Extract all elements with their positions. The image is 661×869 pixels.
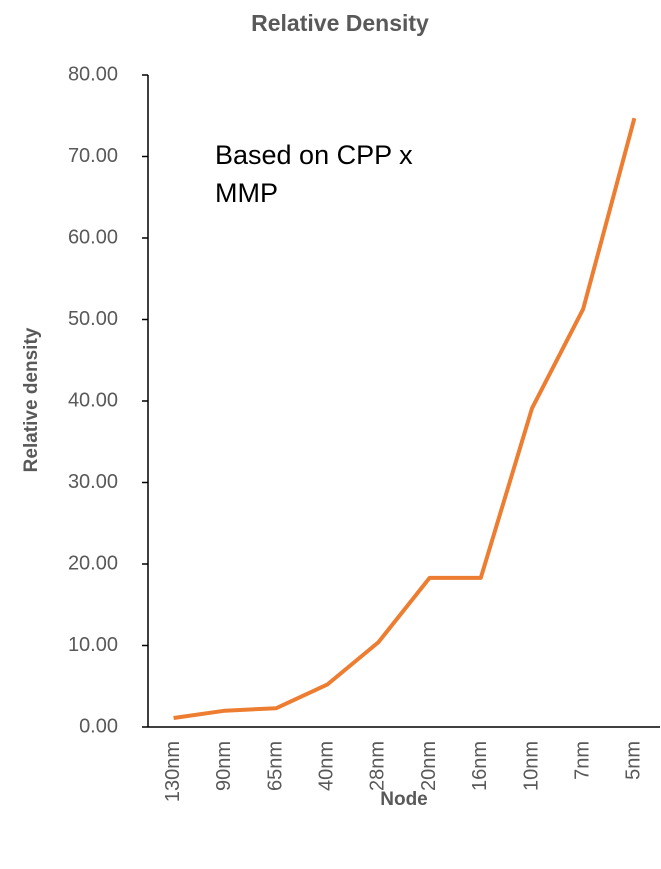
x-tick-label: 65nm (264, 741, 286, 791)
y-tick-label: 60.00 (68, 226, 118, 248)
y-tick-label: 70.00 (68, 145, 118, 167)
annotation: Based on CPP x MMP (215, 140, 413, 208)
y-tick-label: 20.00 (68, 552, 118, 574)
y-tick-label: 80.00 (68, 63, 118, 85)
x-tick-label: 20nm (418, 741, 440, 791)
line-series (173, 117, 637, 721)
y-axis-title: Relative density (21, 327, 42, 472)
x-axis-title: Node (380, 789, 428, 810)
x-tick-label: 5nm (623, 741, 645, 780)
y-tick-label: 10.00 (68, 634, 118, 656)
x-tick-label: 90nm (213, 741, 235, 791)
x-tick-label: 40nm (315, 741, 337, 791)
x-tick-label: 16nm (469, 741, 491, 791)
y-tick-label: 30.00 (68, 471, 118, 493)
x-tick-label: 130nm (162, 741, 184, 802)
x-tick-label: 10nm (520, 741, 542, 791)
y-tick-label: 0.00 (79, 715, 118, 737)
y-tick-label: 40.00 (68, 389, 118, 411)
x-tick-label: 28nm (367, 741, 389, 791)
x-tick-label: 7nm (571, 741, 593, 780)
chart-title: Relative Density (251, 10, 429, 36)
y-tick-label: 50.00 (68, 308, 118, 330)
